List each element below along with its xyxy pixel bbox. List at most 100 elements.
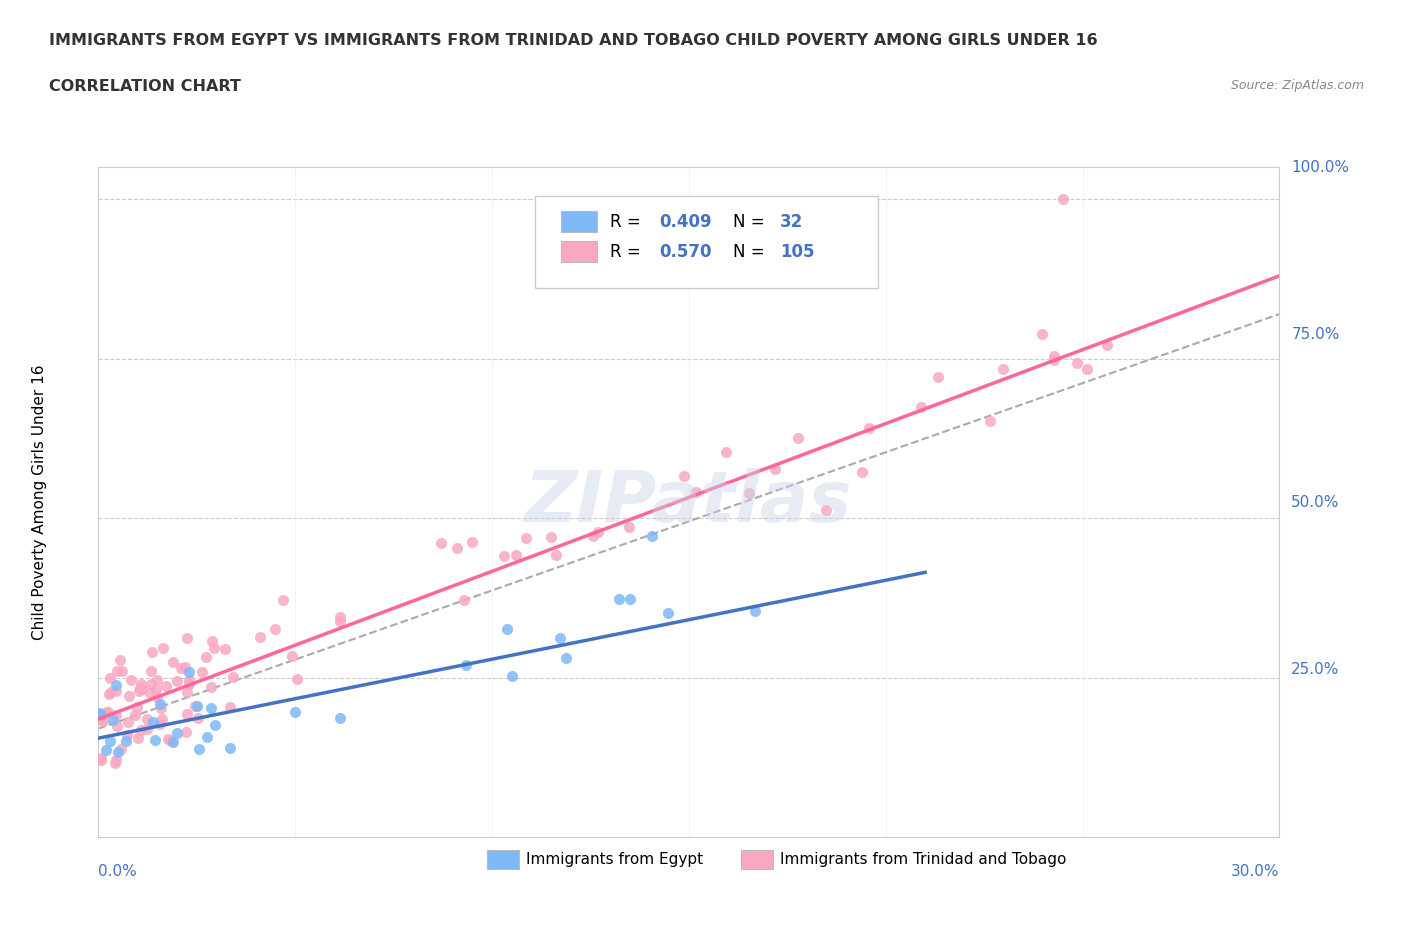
Point (453, 592, 475, 607)
Text: 105: 105 (780, 243, 814, 260)
Point (142, 715, 165, 730)
Point (851, 465, 873, 480)
Point (107, 745, 129, 760)
Point (149, 700, 172, 715)
Point (546, 548, 568, 563)
Point (183, 699, 205, 714)
Point (329, 614, 352, 629)
Point (103, 755, 125, 770)
Point (128, 681, 150, 696)
Point (141, 676, 163, 691)
Point (143, 733, 166, 748)
Point (162, 735, 184, 750)
Point (249, 630, 271, 644)
Text: 0.570: 0.570 (659, 243, 711, 260)
Point (501, 669, 523, 684)
Point (264, 621, 287, 636)
Point (222, 670, 245, 684)
Point (105, 718, 128, 733)
Text: 75.0%: 75.0% (1291, 327, 1340, 342)
Point (744, 604, 766, 618)
Point (166, 725, 188, 740)
Point (927, 369, 949, 384)
Point (619, 520, 641, 535)
Point (285, 672, 308, 687)
Point (1052, 192, 1074, 206)
Point (1043, 352, 1066, 367)
Point (496, 621, 519, 636)
FancyBboxPatch shape (561, 211, 596, 232)
Point (90, 751, 112, 765)
Point (271, 592, 294, 607)
Point (456, 658, 478, 672)
Point (738, 485, 761, 500)
Point (100, 734, 122, 749)
Text: Immigrants from Egypt: Immigrants from Egypt (526, 852, 703, 868)
Point (540, 529, 562, 544)
Point (139, 664, 162, 679)
Point (114, 734, 136, 749)
Point (150, 712, 173, 727)
Point (219, 740, 242, 755)
Point (186, 699, 208, 714)
Point (110, 742, 132, 757)
Point (548, 631, 571, 645)
Point (128, 684, 150, 698)
Text: N =: N = (733, 243, 769, 260)
Point (763, 462, 786, 477)
Point (141, 644, 163, 659)
Point (89, 707, 111, 722)
Point (329, 711, 352, 725)
Point (115, 728, 138, 743)
Point (281, 649, 304, 664)
Text: R =: R = (610, 243, 645, 260)
Point (97, 705, 120, 720)
Point (218, 699, 240, 714)
Point (201, 634, 224, 649)
Point (104, 752, 127, 767)
Point (1031, 326, 1053, 341)
Point (200, 700, 222, 715)
Point (179, 664, 201, 679)
Text: CORRELATION CHART: CORRELATION CHART (49, 79, 240, 94)
Point (505, 548, 527, 563)
Text: 100.0%: 100.0% (1291, 160, 1350, 175)
Point (657, 605, 679, 620)
Point (515, 531, 537, 546)
Point (200, 680, 222, 695)
Point (619, 591, 641, 606)
Point (187, 711, 209, 725)
Point (127, 731, 149, 746)
Point (176, 684, 198, 699)
Point (100, 684, 122, 699)
Point (111, 663, 134, 678)
Point (94, 742, 117, 757)
Text: 32: 32 (780, 213, 803, 231)
Text: 30.0%: 30.0% (1232, 864, 1279, 879)
Point (124, 707, 146, 722)
Point (90, 752, 112, 767)
Point (858, 420, 880, 435)
Point (460, 535, 482, 550)
Point (446, 541, 468, 556)
Point (127, 700, 149, 715)
Point (588, 525, 610, 539)
Point (582, 528, 605, 543)
Point (90, 712, 112, 727)
Point (145, 689, 167, 704)
Point (135, 722, 157, 737)
Text: Source: ZipAtlas.com: Source: ZipAtlas.com (1230, 79, 1364, 92)
Text: R =: R = (610, 213, 645, 231)
Point (673, 469, 696, 484)
Point (136, 711, 159, 726)
Point (176, 631, 198, 645)
Point (214, 641, 236, 656)
Point (174, 659, 197, 674)
Text: ZIPatlas: ZIPatlas (526, 468, 852, 537)
Text: Immigrants from Trinidad and Tobago: Immigrants from Trinidad and Tobago (780, 852, 1066, 868)
FancyBboxPatch shape (741, 850, 773, 870)
Text: 50.0%: 50.0% (1291, 495, 1340, 510)
Point (145, 682, 167, 697)
Point (87, 705, 110, 720)
Point (160, 734, 183, 749)
